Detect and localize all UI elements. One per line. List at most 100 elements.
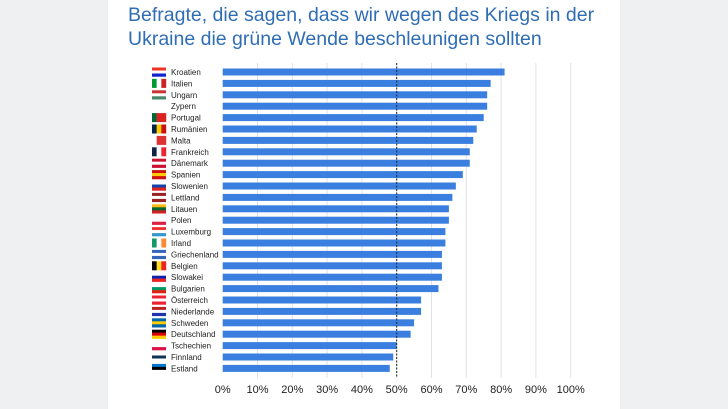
bar-italien	[222, 79, 491, 87]
category-label: Österreich	[171, 296, 208, 305]
flag-icon	[161, 238, 167, 248]
flag-icon	[152, 301, 166, 305]
flag-icon	[152, 309, 166, 314]
flag-icon	[152, 104, 166, 108]
flag-icon	[152, 318, 166, 322]
flag-icon	[152, 67, 166, 71]
flag-icon	[152, 233, 166, 237]
category-label: Tschechien	[171, 342, 211, 351]
flag-icon	[152, 335, 166, 339]
x-tick-label: 40%	[351, 384, 373, 396]
flag-icon	[152, 164, 166, 168]
flag-icon	[152, 221, 166, 225]
x-tick-label: 100%	[557, 384, 585, 396]
flag-icon	[152, 252, 166, 257]
x-tick-label: 30%	[316, 384, 338, 396]
category-label: Griechenland	[171, 250, 219, 259]
category-label: Dänemark	[171, 159, 209, 168]
flag-icon	[152, 332, 166, 336]
bar-luxemburg	[222, 228, 446, 236]
flag-icon	[152, 176, 166, 180]
chart-panel	[108, 0, 620, 409]
flag-icon	[152, 295, 166, 299]
flag-icon	[152, 329, 166, 333]
flag-icon	[161, 124, 167, 134]
bar-lettland	[222, 193, 453, 201]
flag-icon	[152, 124, 157, 134]
flag-icon	[152, 290, 166, 294]
flag-icon	[152, 96, 166, 100]
flag-icon	[152, 352, 166, 356]
category-label: Irland	[171, 239, 191, 248]
bar-belgien	[222, 262, 442, 270]
flag-icon	[152, 195, 166, 200]
chart-title: Befragte, die sagen, dass wir wegen des …	[128, 4, 595, 50]
bar-griechenland	[222, 250, 442, 258]
x-tick-label: 10%	[246, 384, 268, 396]
flag-icon	[156, 261, 162, 271]
flag-icon	[156, 124, 162, 134]
bar-slowakei	[222, 273, 442, 281]
category-label: Polen	[171, 216, 191, 225]
flag-icon	[152, 215, 166, 219]
category-label: Niederlande	[171, 307, 215, 316]
category-label: Italien	[171, 79, 192, 88]
flag-icon	[152, 341, 166, 345]
bar-malta	[222, 136, 474, 144]
flag-icon	[152, 173, 166, 177]
flag-icon	[152, 347, 166, 351]
flag-icon	[152, 324, 166, 328]
bar-estland	[222, 364, 390, 372]
category-label: Kroatien	[171, 68, 201, 77]
bar-bulgarien	[222, 285, 439, 293]
bar-dänemark	[222, 159, 470, 167]
bar-niederlande	[222, 307, 422, 315]
flag-icon	[156, 238, 162, 248]
flag-icon	[156, 135, 162, 145]
flag-icon	[161, 78, 167, 88]
flag-icon	[152, 275, 166, 279]
x-tick-label: 0%	[215, 384, 231, 396]
flag-icon	[152, 249, 166, 254]
bar-deutschland	[222, 330, 411, 338]
x-tick-label: 80%	[490, 384, 512, 396]
category-label: Bulgarien	[171, 285, 205, 294]
flag-icon	[152, 218, 166, 222]
flag-icon	[152, 93, 166, 97]
flag-icon	[152, 113, 157, 123]
flag-icon	[161, 147, 167, 157]
x-tick-label: 70%	[455, 384, 477, 396]
category-label: Deutschland	[171, 330, 215, 339]
x-tick-label: 20%	[281, 384, 303, 396]
flag-icon	[152, 298, 166, 302]
flag-icon	[152, 181, 166, 185]
flag-icon	[152, 135, 157, 145]
flag-icon	[152, 278, 166, 282]
flag-icon	[161, 113, 167, 123]
x-tick-label: 50%	[386, 384, 408, 396]
category-label: Malta	[171, 136, 191, 145]
category-label: Lettland	[171, 193, 199, 202]
bar-portugal	[222, 114, 484, 122]
flag-icon	[152, 78, 157, 88]
bar-kroatien	[222, 68, 505, 76]
flag-icon	[152, 358, 166, 362]
flag-icon	[156, 147, 162, 157]
flag-icon	[152, 107, 166, 111]
flag-icon	[152, 147, 157, 157]
category-label: Frankreich	[171, 148, 209, 157]
flag-icon	[152, 230, 166, 234]
bar-polen	[222, 216, 449, 224]
bar-spanien	[222, 171, 463, 179]
flag-icon	[152, 184, 166, 188]
flag-icon	[152, 287, 166, 291]
flag-icon	[152, 363, 166, 368]
flag-icon	[161, 135, 167, 145]
flag-icon	[152, 70, 166, 74]
category-label: Litauen	[171, 205, 197, 214]
bar-österreich	[222, 296, 422, 304]
flag-icon	[152, 306, 166, 311]
category-label: Luxemburg	[171, 228, 211, 237]
flag-icon	[152, 321, 166, 325]
